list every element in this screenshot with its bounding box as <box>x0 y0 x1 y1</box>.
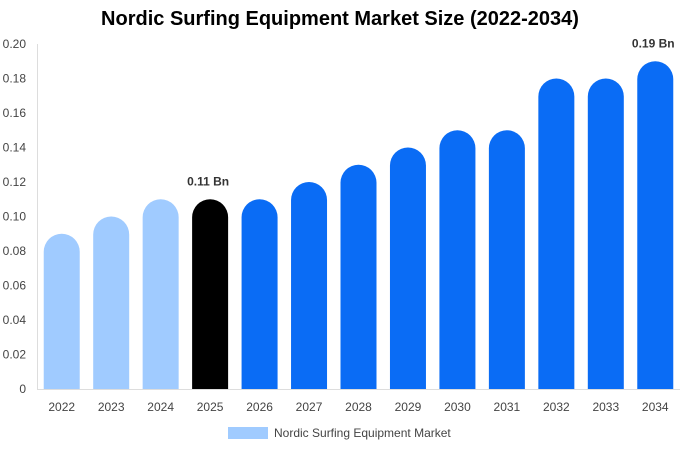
x-tick-label: 2023 <box>98 400 125 414</box>
bar-2026 <box>241 199 278 389</box>
y-tick-label: 0 <box>19 382 26 396</box>
x-tick-label: 2030 <box>444 400 471 414</box>
legend-swatch <box>228 427 268 439</box>
x-tick-label: 2031 <box>494 400 521 414</box>
x-tick-label: 2025 <box>197 400 224 414</box>
bar-2028 <box>340 164 377 389</box>
bar-2033 <box>587 78 624 389</box>
y-tick-label: 0.12 <box>3 175 27 189</box>
chart-title: Nordic Surfing Equipment Market Size (20… <box>101 8 579 30</box>
bar-2031 <box>488 130 525 389</box>
bars <box>43 61 674 390</box>
y-tick-label: 0.06 <box>3 279 27 293</box>
y-axis-ticks: 0 0.02 0.04 0.06 0.08 0.10 0.12 0.14 0.16 0.18 0.2… <box>3 37 27 396</box>
x-tick-label: 2032 <box>543 400 570 414</box>
bar-2034 <box>637 61 674 389</box>
y-tick-label: 0.04 <box>3 313 27 327</box>
bar-2032 <box>538 78 575 389</box>
x-tick-label: 2034 <box>642 400 669 414</box>
legend-label: Nordic Surfing Equipment Market <box>274 426 451 440</box>
x-tick-label: 2024 <box>147 400 174 414</box>
data-label-2034: 0.19 Bn <box>632 36 675 50</box>
y-tick-label: 0.10 <box>3 210 27 224</box>
y-tick-label: 0.20 <box>3 37 27 51</box>
legend: Nordic Surfing Equipment Market <box>228 426 451 440</box>
bar-2027 <box>291 182 328 389</box>
bar-2022 <box>43 233 80 389</box>
x-tick-label: 2028 <box>345 400 372 414</box>
x-axis-ticks: 2022 2023 2024 2025 2026 2027 2028 2029 2030 2031… <box>48 400 669 414</box>
y-tick-label: 0.14 <box>3 141 27 155</box>
y-tick-label: 0.16 <box>3 106 27 120</box>
bar-2030 <box>439 130 476 390</box>
x-tick-label: 2033 <box>592 400 619 414</box>
bar-2024 <box>142 199 179 389</box>
x-tick-label: 2027 <box>296 400 323 414</box>
data-label-2025: 0.11 Bn <box>187 174 229 188</box>
bar-2023 <box>93 216 130 389</box>
x-tick-label: 2029 <box>395 400 422 414</box>
y-tick-label: 0.02 <box>3 348 27 362</box>
y-tick-label: 0.08 <box>3 244 27 258</box>
x-tick-label: 2022 <box>48 400 75 414</box>
data-labels: 0.11 Bn 0.19 Bn <box>187 36 675 188</box>
x-tick-label: 2026 <box>246 400 273 414</box>
bar-2025 <box>192 199 229 389</box>
y-tick-label: 0.18 <box>3 72 27 86</box>
bar-2029 <box>389 147 426 389</box>
